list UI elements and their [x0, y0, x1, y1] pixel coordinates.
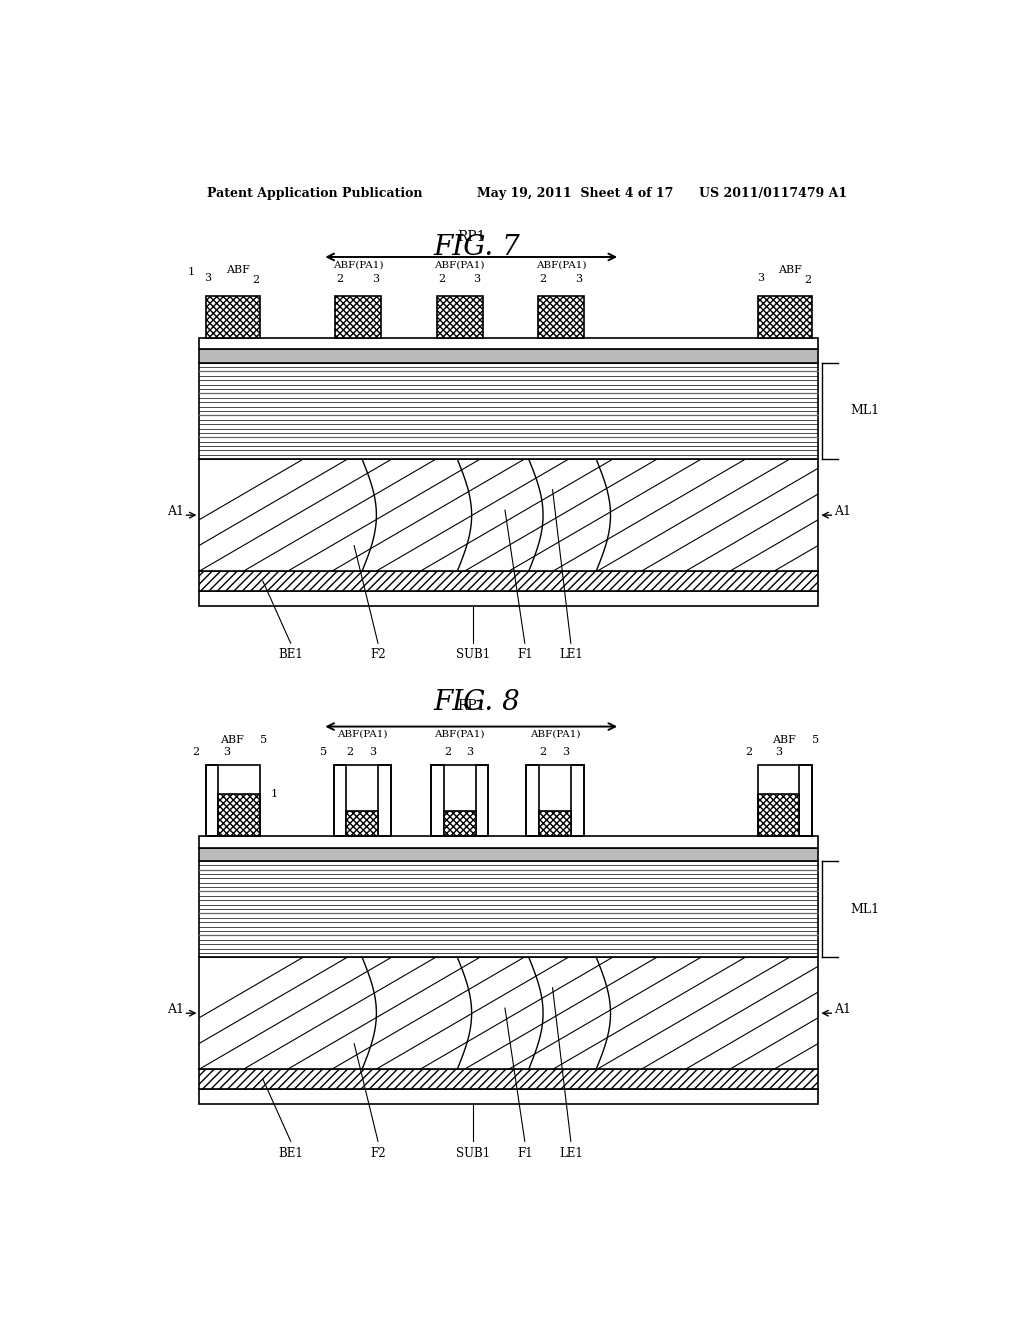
Text: 3: 3 [205, 273, 212, 284]
Text: 2: 2 [805, 276, 812, 285]
Bar [539, 296, 585, 338]
Text: SUB1: SUB1 [456, 1147, 490, 1159]
Bar [200, 459, 818, 572]
Bar [334, 766, 346, 837]
Text: ABF(PA1): ABF(PA1) [434, 730, 485, 739]
Bar [334, 766, 391, 837]
Text: A1: A1 [167, 506, 184, 519]
Bar [200, 837, 818, 847]
Bar [200, 1089, 818, 1104]
Text: ML1: ML1 [850, 404, 880, 417]
Bar [200, 957, 818, 1069]
Text: 3: 3 [474, 275, 480, 284]
Bar [431, 766, 488, 837]
Text: ABF: ABF [778, 265, 802, 276]
Text: 2: 2 [347, 747, 353, 758]
Text: 5: 5 [260, 735, 267, 744]
Text: FIG. 8: FIG. 8 [434, 689, 520, 715]
Text: Patent Application Publication: Patent Application Publication [207, 187, 423, 201]
Text: May 19, 2011  Sheet 4 of 17: May 19, 2011 Sheet 4 of 17 [477, 187, 674, 201]
Bar [200, 338, 818, 350]
Text: 2: 2 [193, 747, 200, 758]
Text: F1: F1 [517, 648, 532, 661]
Text: 5: 5 [321, 747, 328, 758]
Text: ABF(PA1): ABF(PA1) [434, 260, 485, 269]
Text: 3: 3 [223, 747, 230, 758]
Text: 3: 3 [775, 747, 782, 758]
Bar [200, 572, 818, 591]
Bar [526, 766, 539, 837]
Text: F2: F2 [370, 1147, 386, 1159]
Bar [200, 591, 818, 606]
Bar [431, 766, 443, 837]
Text: ABF(PA1): ABF(PA1) [337, 730, 387, 739]
Text: ABF(PA1): ABF(PA1) [536, 260, 587, 269]
Text: BE1: BE1 [279, 1147, 303, 1159]
Text: F1: F1 [517, 1147, 532, 1159]
Bar [758, 766, 812, 837]
Text: 2: 2 [540, 747, 547, 758]
Text: RP1: RP1 [457, 700, 485, 713]
Text: A1: A1 [834, 1003, 851, 1016]
Text: SUB1: SUB1 [456, 648, 490, 661]
Text: F2: F2 [370, 648, 386, 661]
Text: US 2011/0117479 A1: US 2011/0117479 A1 [699, 187, 848, 201]
Bar [218, 793, 260, 837]
Bar [346, 810, 378, 837]
Text: ABF: ABF [225, 265, 250, 276]
Bar [378, 766, 391, 837]
Text: ML1: ML1 [850, 903, 880, 916]
Text: LE1: LE1 [559, 1147, 583, 1159]
Text: FIG. 7: FIG. 7 [434, 235, 520, 261]
Text: 2: 2 [252, 276, 259, 285]
Text: BE1: BE1 [279, 648, 303, 661]
Text: 3: 3 [562, 747, 569, 758]
Bar [200, 861, 818, 957]
Text: 2: 2 [444, 747, 452, 758]
Text: ABF(PA1): ABF(PA1) [529, 730, 581, 739]
Text: 2: 2 [336, 275, 343, 284]
Text: ABF(PA1): ABF(PA1) [333, 260, 383, 269]
Text: ABF: ABF [772, 735, 797, 744]
Text: A1: A1 [834, 506, 851, 519]
Bar [335, 296, 381, 338]
Text: ABF: ABF [220, 735, 244, 744]
Text: 3: 3 [372, 275, 379, 284]
Text: 1: 1 [270, 789, 278, 799]
Bar [206, 766, 260, 837]
Text: 3: 3 [757, 273, 764, 284]
Text: 3: 3 [467, 747, 474, 758]
Bar [200, 363, 818, 459]
Bar [526, 766, 584, 837]
Bar [570, 766, 584, 837]
Bar [800, 766, 812, 837]
Bar [200, 1069, 818, 1089]
Text: 1: 1 [188, 267, 195, 277]
Bar [200, 350, 818, 363]
Text: 5: 5 [812, 735, 819, 744]
Bar [539, 810, 570, 837]
Text: A1: A1 [167, 1003, 184, 1016]
Bar [758, 793, 800, 837]
Bar [443, 810, 475, 837]
Text: 3: 3 [369, 747, 376, 758]
Bar [436, 296, 482, 338]
Bar [475, 766, 488, 837]
Text: 2: 2 [745, 747, 753, 758]
Text: 2: 2 [438, 275, 445, 284]
Bar [200, 847, 818, 861]
Bar [758, 296, 812, 338]
Text: 2: 2 [540, 275, 547, 284]
Text: 3: 3 [575, 275, 583, 284]
Text: LE1: LE1 [559, 648, 583, 661]
Bar [206, 766, 218, 837]
Text: RP1: RP1 [457, 230, 485, 244]
Bar [206, 296, 260, 338]
